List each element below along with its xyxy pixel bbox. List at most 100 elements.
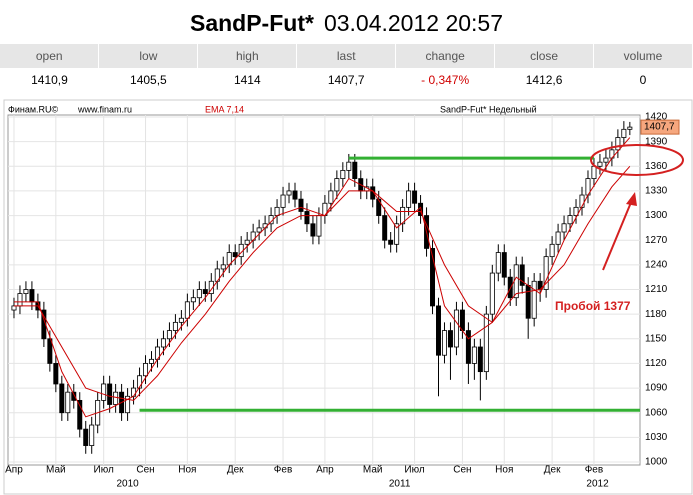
datetime: 03.04.2012 20:57 [323, 10, 503, 36]
column-header: low [98, 44, 199, 68]
candle-body [101, 383, 107, 401]
quote-value: 0 [639, 73, 647, 87]
quote-value: 1410,9 [31, 73, 68, 87]
candle-body [561, 223, 567, 233]
y-tick-label: 1330 [645, 186, 668, 197]
candle-body [513, 264, 519, 299]
candle-body [47, 338, 53, 364]
candle-body [125, 395, 131, 414]
y-tick-label: 1060 [645, 407, 668, 418]
x-tick-label: Ноя [178, 465, 196, 476]
candle-body [172, 321, 178, 331]
quote-values: 1410,9 1405,5 1414 1407,7 - 0,347% 1412,6 0 [0, 68, 693, 92]
x-tick-label: Дек [544, 465, 561, 476]
candle-body [501, 252, 507, 278]
y-tick-label: 1210 [645, 284, 668, 295]
candle-body [274, 206, 280, 216]
x-tick-label: Фев [585, 465, 603, 476]
candle-body [190, 297, 196, 303]
y-tick-label: 1000 [645, 457, 668, 468]
candle-body [412, 190, 418, 204]
candle-body [453, 309, 459, 348]
x-tick-label: Апр [5, 465, 23, 476]
x-tick-label: Дек [227, 465, 244, 476]
candle-body [471, 346, 477, 364]
highlight-ellipse [590, 144, 684, 176]
arrow [602, 199, 633, 271]
x-tick-label: Апр [316, 465, 334, 476]
quote-table: open low high last change close volume 1410,9 1… [0, 44, 693, 92]
candle-body [286, 190, 292, 196]
candle-body [394, 223, 400, 245]
candle-body [525, 284, 531, 319]
candle-body [591, 165, 597, 180]
candle-body [346, 161, 352, 171]
column-header: close [494, 44, 595, 68]
candle-body [184, 301, 190, 319]
x-tick-label: Май [46, 465, 66, 476]
candle-body [23, 289, 29, 295]
x-tick-label: Июл [404, 465, 424, 476]
candle-body [83, 428, 89, 446]
candle-body [441, 330, 447, 356]
candle-body [29, 289, 35, 303]
chart: Финам.RU© www.finam.ru EMA 7,14 SandP-Fu… [3, 99, 693, 495]
year-label: 2012 [586, 479, 609, 490]
x-tick-label: Сен [136, 465, 154, 476]
candle-body [59, 383, 65, 414]
y-tick-label: 1180 [645, 309, 667, 320]
candle-body [573, 206, 579, 216]
candle-body [166, 330, 172, 340]
candle-body [621, 128, 627, 138]
last-price-label: 1407,7 [644, 122, 675, 133]
candle-body [483, 313, 489, 373]
x-tick-label: Фев [274, 465, 292, 476]
candle-body [304, 211, 310, 225]
candle-body [220, 264, 226, 270]
y-tick-label: 1150 [645, 333, 667, 344]
candle-body [352, 161, 358, 180]
y-tick-label: 1030 [645, 432, 668, 443]
site: www.finam.ru [77, 104, 132, 114]
candle-body [298, 198, 304, 212]
candle-body [400, 206, 406, 225]
candle-body [477, 346, 483, 373]
quote-header: open low high last change close volume [0, 44, 693, 68]
candle-body [489, 272, 495, 315]
candle-body [17, 293, 23, 307]
candle-body [436, 305, 441, 356]
candle-body [89, 424, 95, 446]
symbol: SandP-Fut* [189, 10, 314, 36]
x-tick-label: Ноя [495, 465, 513, 476]
candle-body [160, 338, 166, 348]
annotation: Пробой 1377 [555, 299, 631, 313]
candle-body [495, 252, 501, 274]
candle-body [406, 190, 412, 208]
candle-body [292, 190, 298, 200]
y-tick-label: 1240 [645, 259, 668, 270]
chart-title: SandP-Fut* Недельный [440, 104, 537, 114]
candle-body [232, 252, 238, 258]
candle-body [196, 289, 202, 299]
candle-body [71, 391, 77, 401]
column-header: volume [593, 44, 693, 68]
candle-body [340, 169, 346, 180]
candle-body [376, 198, 382, 216]
candle-body [143, 363, 149, 377]
candle-body [567, 215, 573, 225]
indicator: EMA 7,14 [205, 104, 244, 114]
candle-body [459, 309, 465, 331]
candle-body [149, 358, 154, 364]
candle-body [137, 375, 143, 389]
candle-body [131, 387, 137, 397]
quote-value: - 0,347% [421, 73, 470, 87]
y-tick-label: 1390 [645, 136, 668, 147]
candle-body [334, 178, 340, 192]
quote-value: 1405,5 [130, 73, 167, 87]
candle-body [382, 215, 388, 241]
candle-body [202, 289, 208, 295]
source: Финам.RU© [8, 104, 59, 114]
year-label: 2010 [116, 479, 139, 490]
column-header: change [395, 44, 496, 68]
candle-body [388, 239, 394, 245]
